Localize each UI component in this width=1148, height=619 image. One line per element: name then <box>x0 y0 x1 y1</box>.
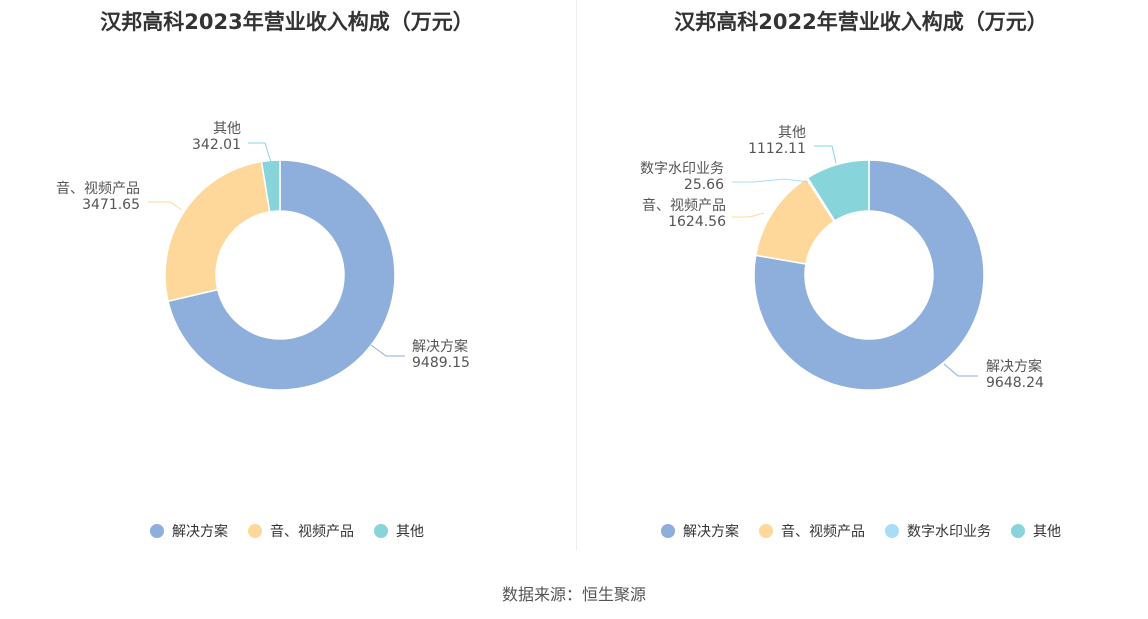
legend-label: 其他 <box>1033 524 1061 540</box>
legend-item[interactable]: 数字水印业务 <box>885 521 991 541</box>
slice-label-name: 音、视频产品 <box>642 197 726 214</box>
legend-dot-icon <box>150 524 164 538</box>
slice-label-name: 其他 <box>778 125 806 141</box>
label-leader-line <box>732 178 809 183</box>
label-leader-line <box>943 363 978 377</box>
slice-label-value: 1112.11 <box>748 141 806 157</box>
slice-解决方案[interactable] <box>753 159 985 391</box>
label-leader-line <box>370 344 405 357</box>
slice-label-value: 3471.65 <box>82 197 140 213</box>
legend-item[interactable]: 解决方案 <box>661 521 739 541</box>
slice-label-value: 9648.24 <box>986 375 1044 391</box>
legend-dot-icon <box>759 524 773 538</box>
label-leader-line <box>248 142 272 163</box>
label-leader-line <box>148 201 183 211</box>
legend-dot-icon <box>885 524 899 538</box>
slice-label-name: 音、视频产品 <box>56 180 140 197</box>
slice-label-value: 9489.15 <box>412 355 470 371</box>
legend-dot-icon <box>374 524 388 538</box>
slice-label-name: 解决方案 <box>412 338 468 355</box>
legend-label: 数字水印业务 <box>907 524 991 540</box>
legend-item[interactable]: 解决方案 <box>150 521 228 541</box>
chart-2023: 汉邦高科2023年营业收入构成（万元） 解决方案 9489.15 音、视频产品 347… <box>0 0 574 560</box>
slice-label-value: 1624.56 <box>668 214 726 230</box>
legend-dot-icon <box>661 524 675 538</box>
chart-2022: 汉邦高科2022年营业收入构成（万元） 解决方案 9648.24 音、视频产品 162… <box>574 0 1148 560</box>
legend-label: 音、视频产品 <box>781 524 865 540</box>
chart-title: 汉邦高科2023年营业收入构成（万元） <box>100 10 474 34</box>
slice-解决方案[interactable] <box>167 159 396 391</box>
panel-divider <box>576 0 577 550</box>
legend-label: 解决方案 <box>172 524 228 540</box>
slice-label-name: 其他 <box>213 121 241 137</box>
slice-label-name: 解决方案 <box>986 358 1042 375</box>
slice-label-value: 342.01 <box>192 137 241 153</box>
label-leader-line <box>814 145 837 164</box>
legend-dot-icon <box>1011 524 1025 538</box>
legend-label: 解决方案 <box>683 524 739 540</box>
legend-2022: 解决方案 音、视频产品 数字水印业务 其他 <box>574 521 1148 541</box>
source-note: 数据来源：恒生聚源 <box>501 585 646 604</box>
label-leader-line <box>732 212 765 218</box>
slice-音、视频产品[interactable] <box>164 160 271 303</box>
chart-title: 汉邦高科2022年营业收入构成（万元） <box>674 10 1048 34</box>
slice-其他[interactable] <box>260 159 281 213</box>
legend-item[interactable]: 其他 <box>1011 521 1061 541</box>
legend-item[interactable]: 音、视频产品 <box>759 521 865 541</box>
legend-label: 其他 <box>396 524 424 540</box>
slice-label-name: 数字水印业务 <box>640 161 724 177</box>
slice-label-value: 25.66 <box>684 177 724 193</box>
legend-label: 音、视频产品 <box>270 524 354 540</box>
legend-2023: 解决方案 音、视频产品 其他 <box>0 521 574 541</box>
legend-dot-icon <box>248 524 262 538</box>
legend-item[interactable]: 音、视频产品 <box>248 521 354 541</box>
slice-其他[interactable] <box>806 159 870 222</box>
legend-item[interactable]: 其他 <box>374 521 424 541</box>
